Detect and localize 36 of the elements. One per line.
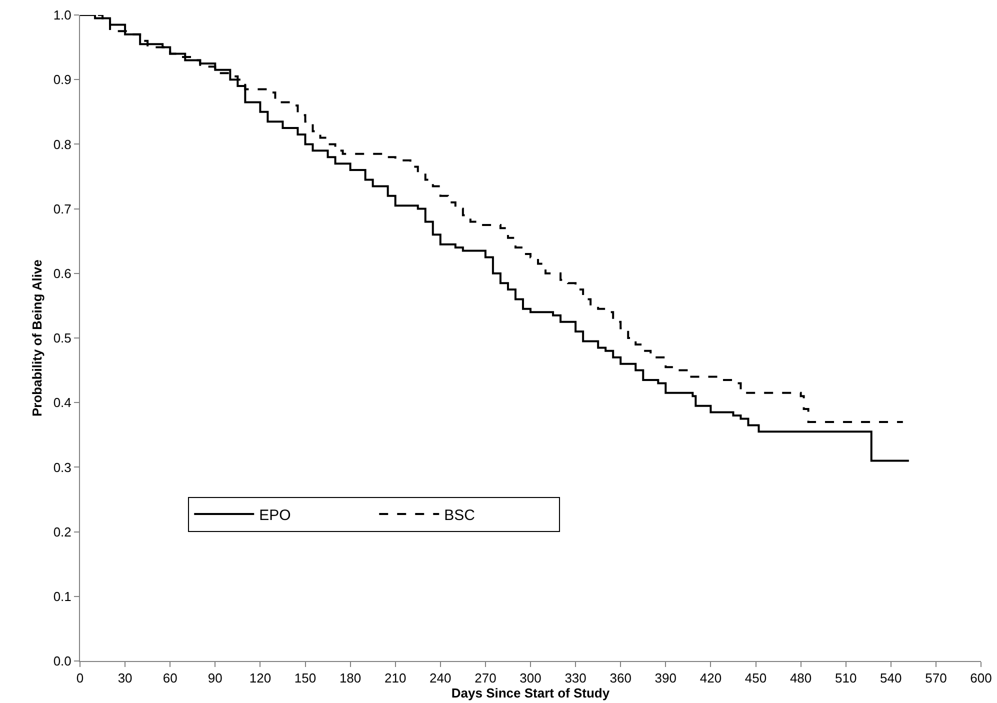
x-tick-label: 300: [520, 670, 542, 686]
y-tick-label: 0.0: [53, 654, 72, 669]
x-tick-label: 60: [162, 670, 178, 686]
x-tick-label: 180: [339, 670, 362, 686]
y-tick-label: 0.9: [53, 72, 72, 88]
x-tick-label: 210: [384, 670, 406, 686]
x-tick-label: 120: [249, 670, 272, 686]
y-tick-label: 0.2: [53, 524, 72, 540]
y-axis-title: Probability of Being Alive: [29, 260, 44, 416]
legend-label: EPO: [259, 506, 291, 524]
x-tick-label: 150: [294, 670, 316, 686]
x-tick-label: 240: [430, 670, 452, 686]
y-tick-label: 0.5: [53, 330, 72, 346]
x-tick-label: 420: [700, 670, 722, 686]
x-tick-label: 450: [744, 670, 767, 686]
x-tick-label: 570: [925, 670, 947, 686]
x-tick-label: 360: [610, 670, 632, 686]
y-tick-label: 0.4: [53, 395, 72, 410]
x-tick-label: 480: [790, 670, 812, 686]
y-tick-label: 0.8: [53, 136, 72, 152]
y-tick-label: 0.7: [53, 201, 72, 216]
x-tick-label: 600: [970, 670, 992, 686]
x-tick-label: 30: [118, 670, 132, 686]
x-tick-label: 90: [208, 670, 222, 686]
x-tick-label: 390: [654, 670, 676, 686]
y-tick-label: 0.6: [53, 266, 72, 281]
y-tick-label: 0.1: [53, 588, 72, 604]
x-tick-label: 540: [880, 670, 902, 686]
x-tick-label: 270: [474, 670, 496, 686]
y-tick-label: 0.3: [53, 460, 72, 475]
x-axis-title: Days Since Start of Study: [451, 686, 610, 701]
legend-label: BSC: [444, 506, 476, 524]
x-tick-label: 510: [835, 670, 857, 686]
x-tick-label: 330: [564, 670, 586, 686]
y-tick-label: 1.0: [53, 8, 72, 23]
x-tick-label: 0: [76, 670, 84, 686]
